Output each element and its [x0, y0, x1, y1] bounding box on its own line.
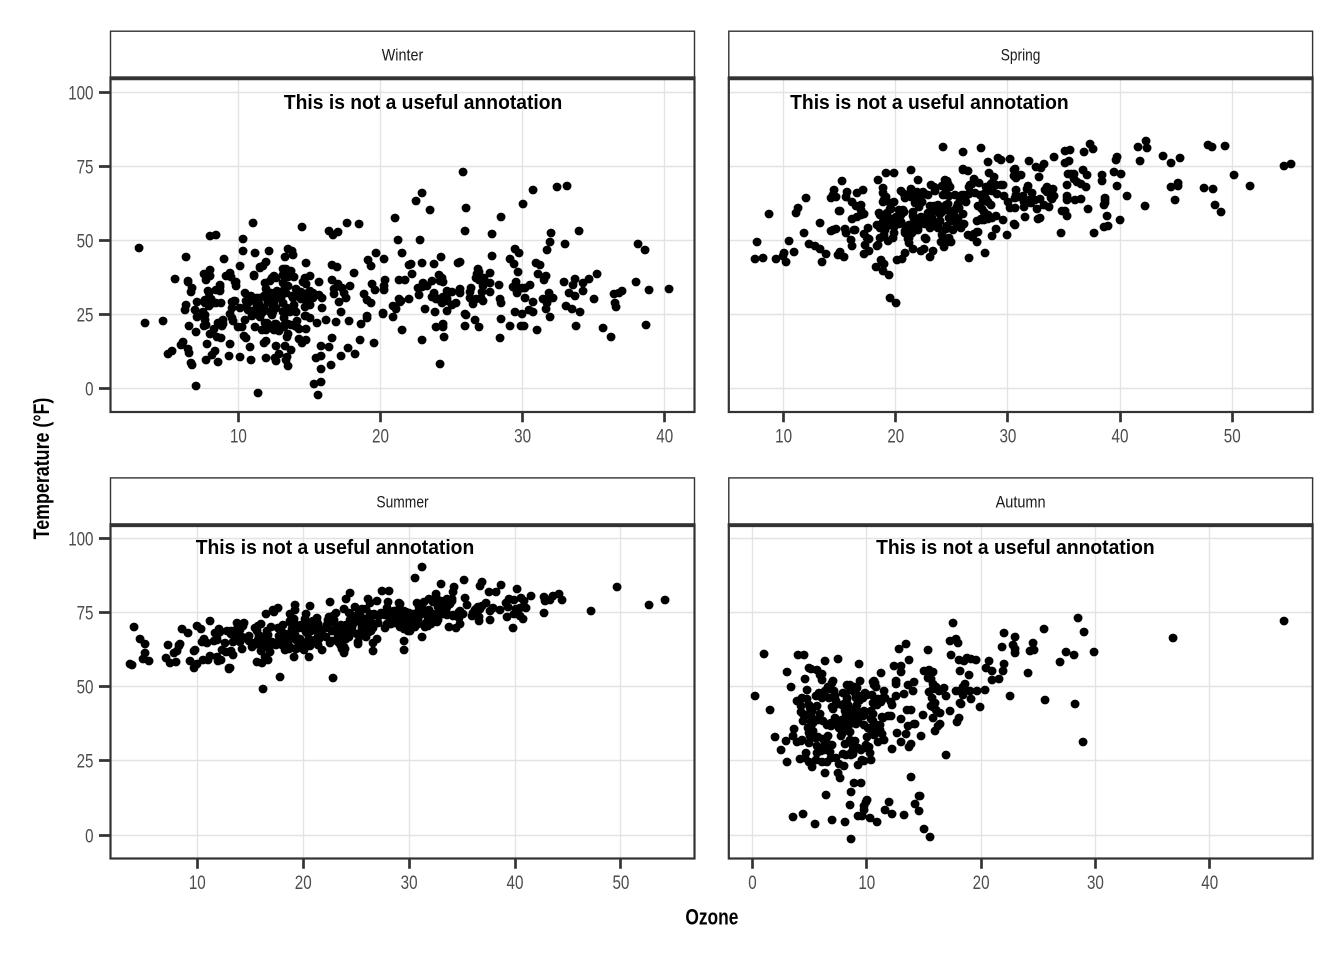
- svg-text:50: 50: [77, 231, 94, 252]
- svg-text:10: 10: [189, 873, 206, 894]
- svg-text:10: 10: [858, 873, 875, 894]
- svg-text:Spring: Spring: [1001, 46, 1041, 65]
- svg-text:Autumn: Autumn: [996, 492, 1046, 511]
- svg-text:20: 20: [973, 873, 990, 894]
- svg-text:This is not a useful annotatio: This is not a useful annotation: [196, 537, 475, 559]
- svg-text:This is not a useful annotatio: This is not a useful annotation: [790, 92, 1069, 114]
- svg-text:Ozone: Ozone: [685, 904, 738, 929]
- svg-text:30: 30: [514, 427, 531, 448]
- svg-text:40: 40: [656, 427, 673, 448]
- svg-text:This is not a useful annotatio: This is not a useful annotation: [284, 92, 563, 114]
- svg-text:0: 0: [85, 826, 93, 847]
- svg-text:40: 40: [1201, 873, 1218, 894]
- svg-text:0: 0: [748, 873, 756, 894]
- svg-text:30: 30: [401, 873, 418, 894]
- svg-text:50: 50: [612, 873, 629, 894]
- svg-text:This is not a useful annotatio: This is not a useful annotation: [876, 537, 1155, 559]
- svg-text:20: 20: [372, 427, 389, 448]
- svg-text:Summer: Summer: [376, 492, 429, 511]
- svg-text:20: 20: [295, 873, 312, 894]
- svg-text:30: 30: [1087, 873, 1104, 894]
- svg-text:40: 40: [1112, 427, 1129, 448]
- svg-text:20: 20: [887, 427, 904, 448]
- svg-text:Temperature (°F): Temperature (°F): [29, 398, 54, 540]
- svg-text:100: 100: [68, 529, 93, 550]
- svg-text:75: 75: [77, 157, 94, 178]
- svg-text:10: 10: [775, 427, 792, 448]
- svg-text:75: 75: [77, 603, 94, 624]
- svg-text:100: 100: [68, 83, 93, 104]
- svg-text:25: 25: [77, 305, 94, 326]
- svg-text:50: 50: [1224, 427, 1241, 448]
- svg-text:40: 40: [507, 873, 524, 894]
- svg-text:25: 25: [77, 751, 94, 772]
- svg-text:10: 10: [230, 427, 247, 448]
- svg-text:50: 50: [77, 677, 94, 698]
- svg-text:0: 0: [85, 379, 93, 400]
- svg-text:Winter: Winter: [382, 46, 424, 65]
- svg-text:30: 30: [999, 427, 1016, 448]
